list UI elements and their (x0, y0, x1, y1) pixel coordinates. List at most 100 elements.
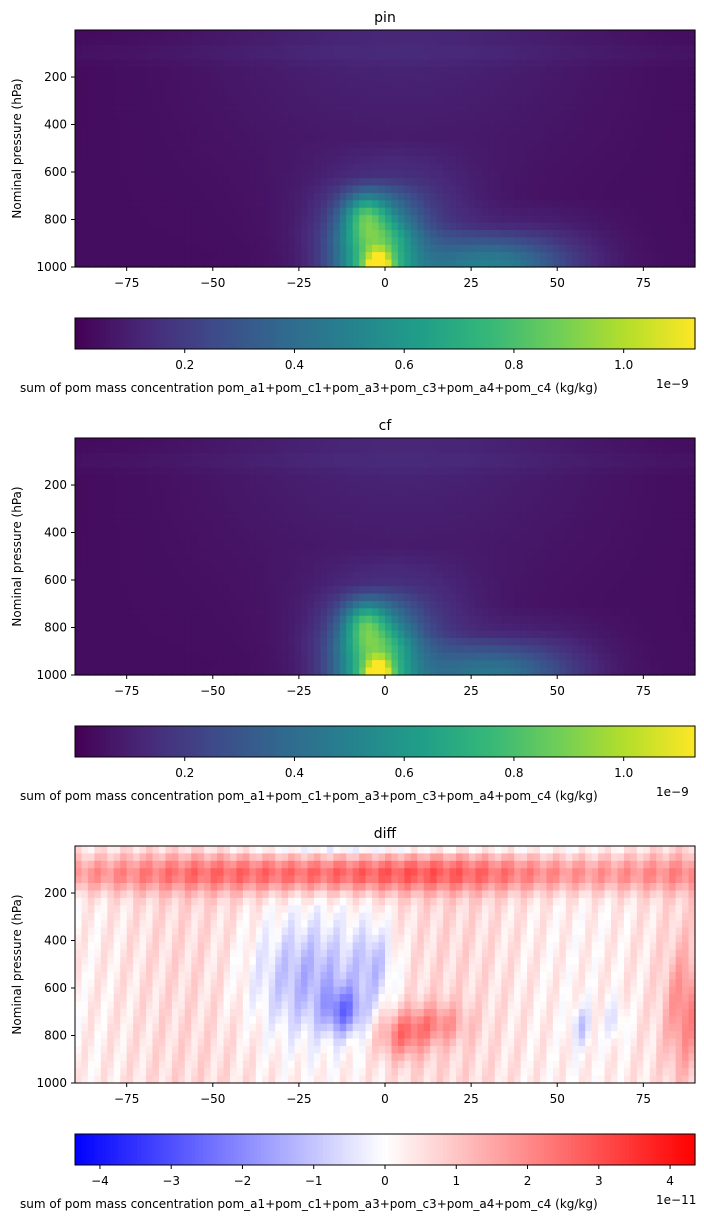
heatmap-cell (197, 96, 205, 105)
heatmap-cell (643, 445, 651, 454)
heatmap-cell (275, 237, 283, 246)
heatmap-cell (501, 222, 509, 231)
heatmap-cell (501, 170, 509, 179)
heatmap-cell (456, 126, 464, 135)
heatmap-cell (675, 229, 683, 238)
heatmap-cell (365, 133, 373, 142)
heatmap-cell (611, 148, 619, 157)
heatmap-cell (462, 549, 470, 558)
heatmap-cell (165, 475, 173, 484)
heatmap-cell (184, 526, 192, 535)
heatmap-cell (268, 44, 276, 53)
heatmap-cell (301, 445, 309, 454)
heatmap-cell (643, 170, 651, 179)
heatmap-cell (346, 37, 354, 46)
heatmap-cell (346, 126, 354, 135)
heatmap-cell (165, 163, 173, 172)
heatmap-cell (352, 512, 360, 521)
heatmap-cell (385, 192, 393, 201)
heatmap-cell (449, 118, 457, 127)
heatmap-cell (346, 163, 354, 172)
heatmap-cell (430, 67, 438, 76)
heatmap-cell (410, 222, 418, 231)
heatmap-cell (533, 59, 541, 68)
heatmap-cell (585, 44, 593, 53)
heatmap-cell (223, 259, 231, 268)
heatmap-cell (346, 155, 354, 164)
heatmap-cell (617, 512, 625, 521)
heatmap-cell (488, 207, 496, 216)
heatmap-cell (462, 104, 470, 113)
heatmap-cell (417, 222, 425, 231)
heatmap-cell (617, 96, 625, 105)
heatmap-cell (230, 111, 238, 120)
heatmap-cell (294, 475, 302, 484)
heatmap-cell (171, 445, 179, 454)
heatmap-cell (81, 207, 89, 216)
heatmap-cell (656, 438, 664, 447)
heatmap-cell (456, 244, 464, 253)
heatmap-cell (184, 556, 192, 565)
heatmap-cell (281, 534, 289, 543)
heatmap-cell (320, 452, 328, 461)
heatmap-cell (669, 460, 677, 469)
heatmap-cell (591, 445, 599, 454)
heatmap-cell (475, 104, 483, 113)
heatmap-cell (152, 163, 160, 172)
heatmap-cell (313, 118, 322, 127)
heatmap-cell (611, 118, 619, 127)
heatmap-cell (643, 185, 651, 194)
x-tick-label: 0 (381, 276, 389, 290)
heatmap-cell (100, 81, 108, 90)
heatmap-cell (591, 178, 599, 187)
heatmap-cell (404, 452, 412, 461)
heatmap-cell (630, 222, 638, 231)
heatmap-cell (540, 81, 548, 90)
heatmap-cell (649, 452, 657, 461)
heatmap-cell (191, 163, 199, 172)
heatmap-cell (623, 489, 632, 498)
heatmap-cell (611, 192, 619, 201)
heatmap-cell (475, 118, 483, 127)
heatmap-cell (636, 200, 644, 209)
heatmap-cell (372, 526, 380, 535)
heatmap-cell (100, 563, 108, 572)
heatmap-cell (533, 185, 541, 194)
heatmap-cell (475, 163, 483, 172)
heatmap-cell (113, 497, 121, 506)
heatmap-cell (520, 52, 528, 61)
heatmap-cell (210, 44, 218, 53)
heatmap-cell (514, 467, 522, 476)
heatmap-cell (249, 118, 257, 127)
heatmap-cell (662, 534, 670, 543)
heatmap-cell (139, 489, 147, 498)
heatmap-cell (533, 504, 541, 513)
heatmap-cell (430, 504, 438, 513)
heatmap-cell (643, 563, 651, 572)
heatmap-cell (294, 59, 302, 68)
heatmap-cell (475, 252, 483, 261)
heatmap-cell (565, 148, 573, 157)
heatmap-cell (133, 163, 141, 172)
heatmap-cell (682, 170, 690, 179)
heatmap-cell (307, 126, 315, 135)
heatmap-cell (604, 244, 612, 253)
heatmap-cell (301, 81, 309, 90)
heatmap-cell (249, 155, 257, 164)
heatmap-cell (107, 244, 115, 253)
heatmap-cell (540, 30, 548, 39)
heatmap-cell (152, 512, 160, 521)
heatmap-cell (423, 534, 431, 543)
heatmap-cell (378, 104, 386, 113)
colorbar-segment (532, 318, 537, 349)
heatmap-cell (636, 497, 644, 506)
heatmap-cell (675, 482, 683, 491)
heatmap-cell (623, 170, 632, 179)
heatmap-cell (171, 133, 179, 142)
heatmap-cell (565, 37, 573, 46)
heatmap-cell (165, 489, 173, 498)
heatmap-cell (423, 452, 431, 461)
heatmap-cell (630, 185, 638, 194)
heatmap-cell (100, 148, 108, 157)
heatmap-cell (501, 512, 509, 521)
